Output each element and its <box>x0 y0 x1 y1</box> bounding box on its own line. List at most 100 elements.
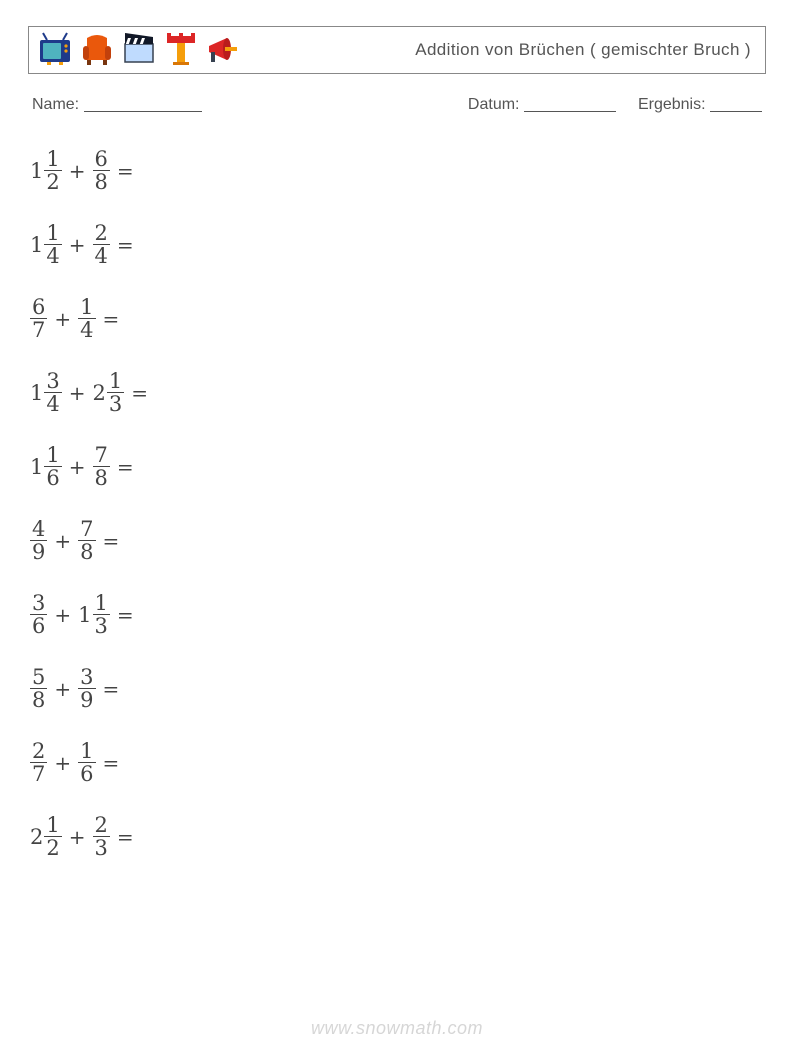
plus-sign: + <box>47 307 78 331</box>
denominator-a: 2 <box>44 170 61 193</box>
numerator-b: 7 <box>78 519 95 540</box>
denominator-a: 2 <box>44 836 61 859</box>
numerator-b: 1 <box>78 297 95 318</box>
fraction-a: 12 <box>44 149 61 193</box>
plus-sign: + <box>62 159 93 183</box>
plus-sign: + <box>62 825 93 849</box>
fraction-a: 16 <box>44 445 61 489</box>
plus-sign: + <box>47 603 78 627</box>
problem-row: 49+78= <box>30 516 766 566</box>
fraction-b: 23 <box>93 815 110 859</box>
denominator-b: 3 <box>107 392 124 415</box>
fraction-a: 58 <box>30 667 47 711</box>
problem-row: 58+39= <box>30 664 766 714</box>
problem-row: 36+113= <box>30 590 766 640</box>
fraction-a: 67 <box>30 297 47 341</box>
numerator-a: 1 <box>44 445 61 466</box>
whole-a: 1 <box>30 159 44 183</box>
denominator-a: 4 <box>44 244 61 267</box>
fraction-a: 27 <box>30 741 47 785</box>
numerator-a: 4 <box>30 519 47 540</box>
whole-a: 1 <box>30 233 44 257</box>
fraction-b: 78 <box>78 519 95 563</box>
problem-row: 116+78= <box>30 442 766 492</box>
plus-sign: + <box>47 677 78 701</box>
numerator-b: 2 <box>93 815 110 836</box>
plus-sign: + <box>62 455 93 479</box>
armchair-icon <box>77 30 117 70</box>
fraction-a: 34 <box>44 371 61 415</box>
watermark-text: www.snowmath.com <box>0 1018 794 1039</box>
denominator-b: 9 <box>78 688 95 711</box>
denominator-b: 8 <box>93 170 110 193</box>
fraction-b: 78 <box>93 445 110 489</box>
denominator-a: 9 <box>30 540 47 563</box>
header-icon-row <box>35 30 243 70</box>
numerator-a: 2 <box>30 741 47 762</box>
problem-row: 112+68= <box>30 146 766 196</box>
denominator-a: 6 <box>44 466 61 489</box>
date-field: Datum: <box>468 96 616 114</box>
denominator-b: 3 <box>93 836 110 859</box>
fraction-b: 13 <box>107 371 124 415</box>
result-field: Ergebnis: <box>638 96 762 114</box>
denominator-b: 6 <box>78 762 95 785</box>
fraction-b: 24 <box>93 223 110 267</box>
megaphone-icon <box>203 30 243 70</box>
date-label: Datum: <box>468 96 520 113</box>
header-box: Addition von Brüchen ( gemischter Bruch … <box>28 26 766 74</box>
equals-sign: = <box>110 825 134 849</box>
equals-sign: = <box>96 307 120 331</box>
fraction-a: 12 <box>44 815 61 859</box>
fraction-b: 13 <box>93 593 110 637</box>
equals-sign: = <box>96 677 120 701</box>
date-blank[interactable] <box>524 111 616 112</box>
plus-sign: + <box>62 233 93 257</box>
equals-sign: = <box>110 159 134 183</box>
problem-row: 27+16= <box>30 738 766 788</box>
result-blank[interactable] <box>710 111 762 112</box>
denominator-a: 4 <box>44 392 61 415</box>
fraction-a: 36 <box>30 593 47 637</box>
name-field: Name: <box>32 96 202 114</box>
numerator-b: 6 <box>93 149 110 170</box>
info-row: Name: Datum: Ergebnis: <box>28 96 766 114</box>
fraction-b: 68 <box>93 149 110 193</box>
equals-sign: = <box>110 603 134 627</box>
plus-sign: + <box>47 751 78 775</box>
worksheet-page: Addition von Brüchen ( gemischter Bruch … <box>0 0 794 1053</box>
denominator-b: 3 <box>93 614 110 637</box>
worksheet-title: Addition von Brüchen ( gemischter Bruch … <box>415 40 751 60</box>
problems-list: 112+68=114+24=67+14=134+213=116+78=49+78… <box>28 146 766 862</box>
numerator-a: 3 <box>44 371 61 392</box>
numerator-b: 7 <box>93 445 110 466</box>
whole-b: 1 <box>78 603 92 627</box>
denominator-b: 4 <box>93 244 110 267</box>
name-label: Name: <box>32 96 79 113</box>
fraction-b: 39 <box>78 667 95 711</box>
numerator-a: 3 <box>30 593 47 614</box>
numerator-a: 6 <box>30 297 47 318</box>
numerator-b: 1 <box>93 593 110 614</box>
numerator-b: 1 <box>78 741 95 762</box>
problem-row: 212+23= <box>30 812 766 862</box>
equals-sign: = <box>110 455 134 479</box>
plus-sign: + <box>47 529 78 553</box>
whole-a: 1 <box>30 455 44 479</box>
denominator-a: 8 <box>30 688 47 711</box>
denominator-b: 4 <box>78 318 95 341</box>
denominator-a: 7 <box>30 318 47 341</box>
whole-a: 1 <box>30 381 44 405</box>
plus-sign: + <box>62 381 93 405</box>
clapperboard-icon <box>119 30 159 70</box>
numerator-a: 1 <box>44 815 61 836</box>
fraction-b: 16 <box>78 741 95 785</box>
numerator-a: 1 <box>44 223 61 244</box>
numerator-a: 5 <box>30 667 47 688</box>
problem-row: 67+14= <box>30 294 766 344</box>
numerator-a: 1 <box>44 149 61 170</box>
whole-b: 2 <box>93 381 107 405</box>
numerator-b: 3 <box>78 667 95 688</box>
name-blank[interactable] <box>84 111 202 112</box>
numerator-b: 1 <box>107 371 124 392</box>
